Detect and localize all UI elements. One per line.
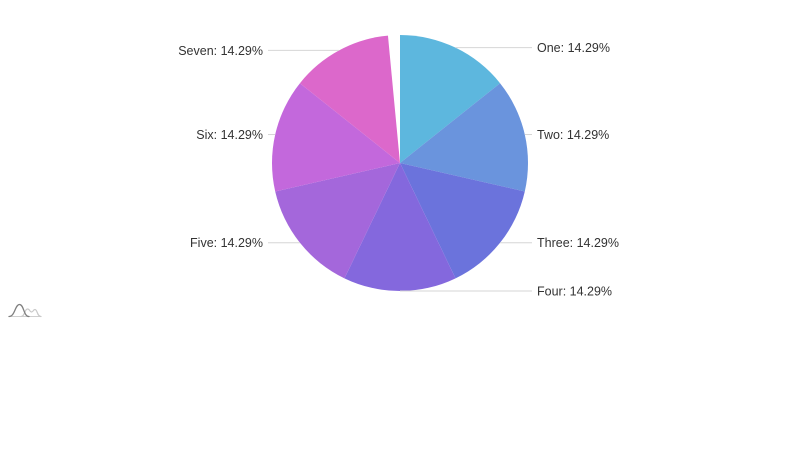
slice-label-one: One: 14.29% [537,41,610,55]
slice-label-two: Two: 14.29% [537,128,609,142]
pie-slice-one[interactable] [400,35,501,163]
slice-label-four: Four: 14.29% [537,284,612,298]
logo-light-curve [20,308,42,318]
pie-slice-four[interactable] [344,163,456,291]
pie-slice-three[interactable] [400,163,525,279]
pie-slice-seven[interactable] [299,35,400,163]
pie-slice-six[interactable] [272,83,400,192]
pie-slice-two[interactable] [400,83,528,192]
slice-label-seven: Seven: 14.29% [178,44,263,58]
slice-label-three: Three: 14.29% [537,236,619,250]
pie-slice-five[interactable] [275,163,400,279]
slice-label-five: Five: 14.29% [190,236,263,250]
bell-curves-logo [8,303,42,318]
logo-dark-curve [8,303,30,318]
slice-label-six: Six: 14.29% [196,128,263,142]
